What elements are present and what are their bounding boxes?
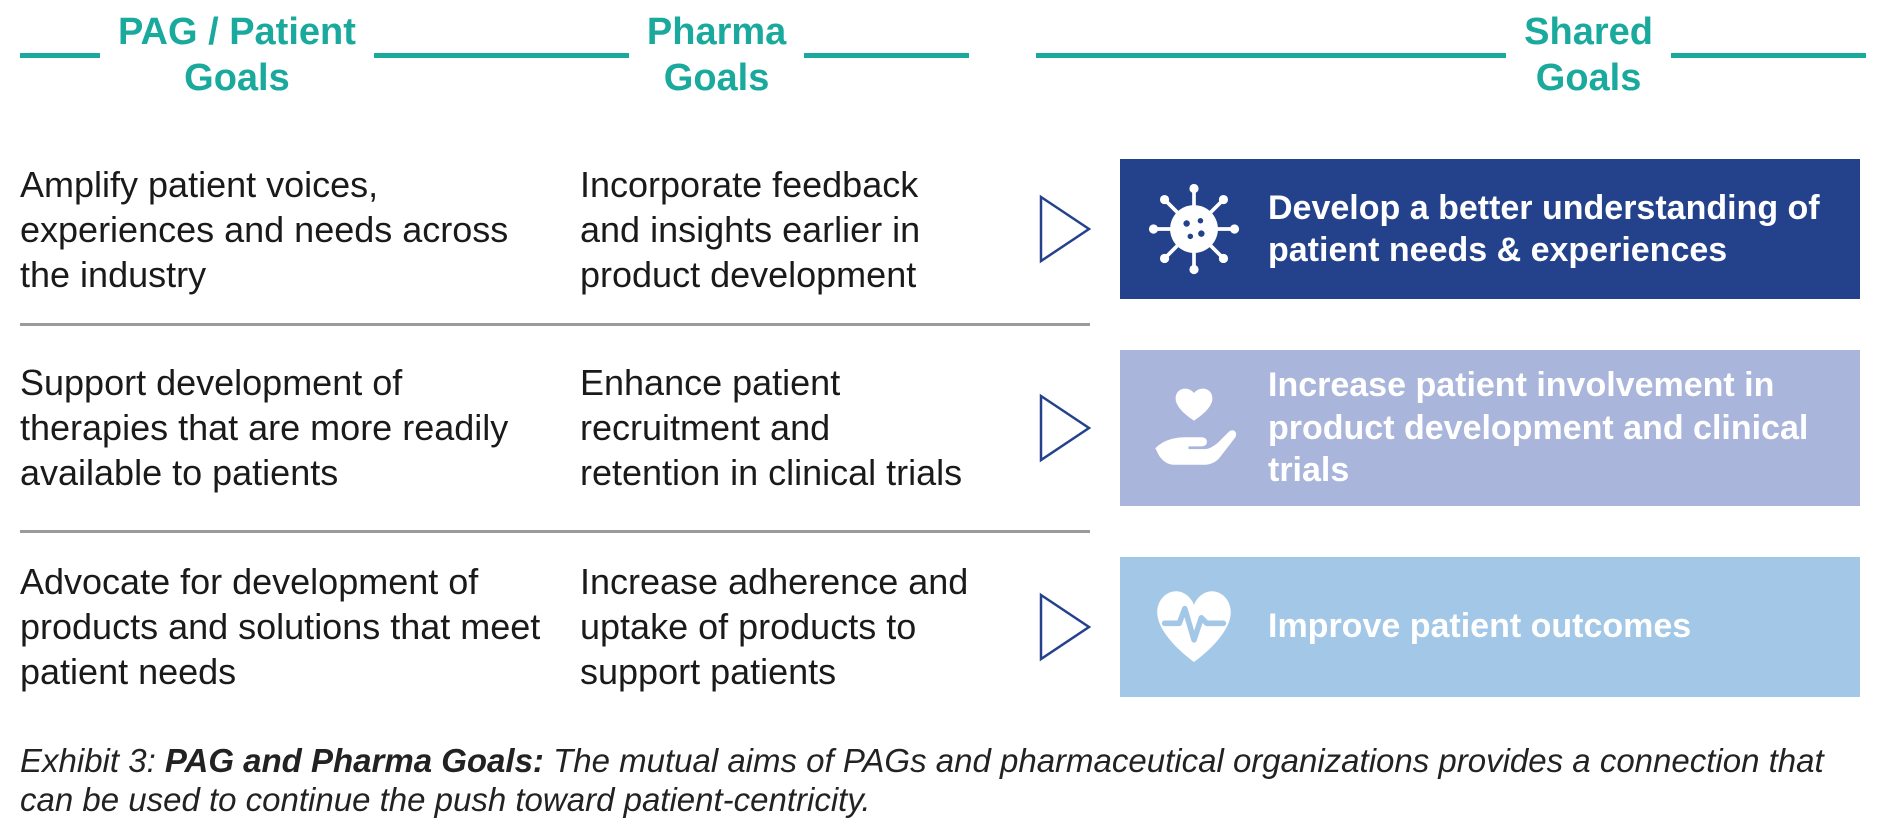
header-col-pharma: Pharma Goals — [629, 10, 969, 101]
header-line — [1036, 53, 1506, 58]
header-label-pag: PAG / Patient Goals — [100, 10, 374, 101]
caption-head: Exhibit 3: — [20, 742, 165, 779]
caption-lead: PAG and Pharma Goals: — [165, 742, 553, 779]
pag-goal-text: Support development of therapies that ar… — [20, 360, 580, 495]
row-divider — [20, 530, 1090, 533]
hand-heart-icon — [1146, 380, 1242, 476]
pharma-goal-text: Incorporate feedback and insights earlie… — [580, 162, 1010, 297]
header-line — [20, 53, 100, 58]
header-col-pag: PAG / Patient Goals — [20, 10, 629, 101]
shared-goal-text: Improve patient outcomes — [1268, 605, 1691, 648]
header-row: PAG / Patient Goals Pharma Goals Shared … — [20, 10, 1866, 101]
arrow-icon — [1010, 392, 1120, 464]
pharma-goal-text: Increase adherence and uptake of product… — [580, 559, 1010, 694]
exhibit-caption: Exhibit 3: PAG and Pharma Goals: The mut… — [20, 741, 1850, 820]
arrow-icon — [1010, 591, 1120, 663]
arrow-icon — [1010, 193, 1120, 265]
shared-goal-box: Develop a better understanding of patien… — [1120, 159, 1860, 299]
shared-goal-text: Increase patient involvement in product … — [1268, 364, 1834, 492]
virus-icon — [1146, 181, 1242, 277]
header-label-shared: Shared Goals — [1506, 10, 1671, 101]
goal-row: Advocate for development of products and… — [20, 539, 1866, 715]
header-line — [374, 53, 629, 58]
rows-container: Amplify patient voices, experiences and … — [20, 141, 1866, 715]
shared-goal-text: Develop a better understanding of patien… — [1268, 187, 1834, 272]
pag-goal-text: Amplify patient voices, experiences and … — [20, 162, 580, 297]
header-label-pharma: Pharma Goals — [629, 10, 804, 101]
goal-row: Support development of therapies that ar… — [20, 332, 1866, 524]
header-col-shared: Shared Goals — [1036, 10, 1866, 101]
shared-goal-box: Increase patient involvement in product … — [1120, 350, 1860, 506]
goal-row: Amplify patient voices, experiences and … — [20, 141, 1866, 317]
header-line — [804, 53, 969, 58]
pharma-goal-text: Enhance patient recruitment and retentio… — [580, 360, 1010, 495]
header-line — [1671, 53, 1866, 58]
pag-goal-text: Advocate for development of products and… — [20, 559, 580, 694]
heart-pulse-icon — [1146, 579, 1242, 675]
row-divider — [20, 323, 1090, 326]
shared-goal-box: Improve patient outcomes — [1120, 557, 1860, 697]
